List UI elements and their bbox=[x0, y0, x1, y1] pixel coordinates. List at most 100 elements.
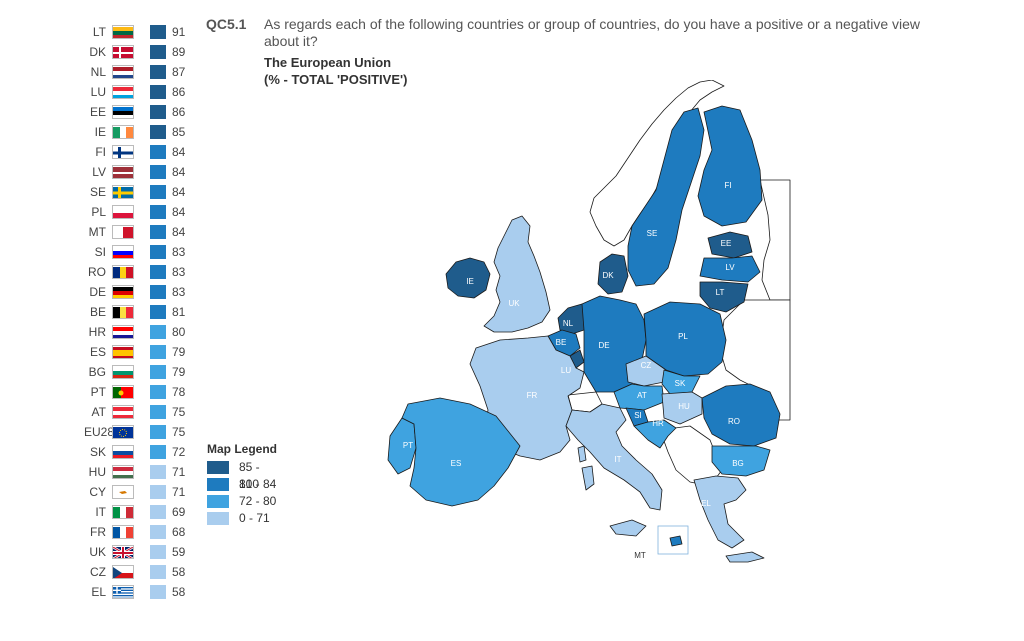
legend-swatch bbox=[207, 512, 229, 525]
legend-title: Map Legend bbox=[207, 442, 278, 456]
country-code: CY bbox=[89, 485, 106, 499]
positive-percent: 58 bbox=[172, 565, 186, 579]
country-code: EL bbox=[91, 585, 106, 599]
value-swatch bbox=[150, 525, 166, 539]
ranking-row-ee: EE 86 bbox=[84, 102, 194, 122]
country-code: SE bbox=[89, 185, 106, 199]
legend-item: 0 - 71 bbox=[207, 510, 277, 527]
flag-icon bbox=[112, 385, 134, 399]
positive-percent: 91 bbox=[172, 25, 186, 39]
map-label-lt: LT bbox=[716, 288, 725, 297]
positive-percent: 69 bbox=[172, 505, 186, 519]
map-label-lv: LV bbox=[725, 263, 735, 272]
flag-icon bbox=[112, 305, 134, 319]
legend-label: 81 - 84 bbox=[239, 477, 277, 491]
country-code: AT bbox=[91, 405, 106, 419]
map-label-ie: IE bbox=[466, 277, 474, 286]
map-label-pl: PL bbox=[678, 332, 688, 341]
flag-icon bbox=[112, 585, 134, 599]
flag-icon bbox=[112, 145, 134, 159]
region-crete bbox=[725, 551, 765, 563]
ranking-row-fi: FI 84 bbox=[84, 142, 194, 162]
region-italy bbox=[565, 403, 663, 511]
legend-label: 72 - 80 bbox=[239, 494, 277, 508]
region-denmark bbox=[597, 253, 629, 295]
country-code: FR bbox=[90, 525, 106, 539]
flag-icon bbox=[112, 285, 134, 299]
flag-icon bbox=[112, 245, 134, 259]
value-swatch bbox=[150, 425, 166, 439]
country-code: HU bbox=[88, 465, 106, 479]
country-code: HR bbox=[88, 325, 106, 339]
country-code: PT bbox=[90, 385, 106, 399]
map-label-hu: HU bbox=[678, 402, 690, 411]
country-code: UK bbox=[89, 545, 106, 559]
region-poland bbox=[643, 301, 727, 377]
region-hungary bbox=[661, 391, 703, 425]
region-finland bbox=[697, 105, 763, 227]
country-code: SK bbox=[89, 445, 106, 459]
ranking-row-ie: IE 85 bbox=[84, 122, 194, 142]
positive-percent: 86 bbox=[172, 105, 186, 119]
question-code: QC5.1 bbox=[206, 16, 247, 32]
region-spain bbox=[401, 397, 521, 507]
map-unit: (% - TOTAL 'POSITIVE') bbox=[264, 72, 408, 87]
region-greece bbox=[693, 475, 747, 549]
value-swatch bbox=[150, 185, 166, 199]
map-label-lu: LU bbox=[561, 366, 571, 375]
ranking-row-lu: LU 86 bbox=[84, 82, 194, 102]
value-swatch bbox=[150, 285, 166, 299]
country-code: FI bbox=[95, 145, 106, 159]
positive-percent: 84 bbox=[172, 185, 186, 199]
positive-percent: 86 bbox=[172, 85, 186, 99]
ranking-row-hr: HR 80 bbox=[84, 322, 194, 342]
positive-percent: 72 bbox=[172, 445, 186, 459]
value-swatch bbox=[150, 165, 166, 179]
region-corsica bbox=[577, 445, 587, 463]
region-ireland bbox=[445, 257, 491, 299]
ranking-row-mt: MT 84 bbox=[84, 222, 194, 242]
flag-icon bbox=[112, 545, 134, 559]
value-swatch bbox=[150, 485, 166, 499]
value-swatch bbox=[150, 25, 166, 39]
flag-icon bbox=[112, 105, 134, 119]
map-label-cz: CZ bbox=[641, 361, 652, 370]
region-malta bbox=[669, 535, 683, 547]
flag-icon bbox=[112, 365, 134, 379]
flag-icon bbox=[112, 225, 134, 239]
region-sweden bbox=[627, 107, 705, 287]
ranking-row-pt: PT 78 bbox=[84, 382, 194, 402]
region-united-kingdom bbox=[483, 215, 551, 333]
legend-swatch bbox=[207, 461, 229, 474]
region-latvia bbox=[699, 255, 761, 283]
map-label-fi: FI bbox=[724, 181, 731, 190]
country-code: IE bbox=[94, 125, 106, 139]
ranking-row-cz: CZ 58 bbox=[84, 562, 194, 582]
value-swatch bbox=[150, 85, 166, 99]
map-regions bbox=[387, 80, 791, 563]
positive-percent: 71 bbox=[172, 485, 186, 499]
map-label-dk: DK bbox=[602, 271, 614, 280]
legend-swatch bbox=[207, 478, 229, 491]
flag-icon bbox=[112, 265, 134, 279]
map-label-sk: SK bbox=[675, 379, 686, 388]
positive-percent: 79 bbox=[172, 345, 186, 359]
positive-percent: 58 bbox=[172, 585, 186, 599]
flag-icon bbox=[112, 445, 134, 459]
flag-icon bbox=[112, 505, 134, 519]
region-estonia bbox=[707, 231, 753, 259]
flag-icon bbox=[112, 125, 134, 139]
ranking-row-nl: NL 87 bbox=[84, 62, 194, 82]
positive-percent: 80 bbox=[172, 325, 186, 339]
positive-percent: 84 bbox=[172, 205, 186, 219]
value-swatch bbox=[150, 65, 166, 79]
map-label-at: AT bbox=[637, 391, 647, 400]
positive-percent: 83 bbox=[172, 245, 186, 259]
map-label-si: SI bbox=[634, 411, 642, 420]
country-code: DK bbox=[89, 45, 106, 59]
map-legend: Map Legend 85 - 100 81 - 84 72 - 80 0 - … bbox=[207, 442, 277, 527]
region-russia-east bbox=[759, 179, 791, 301]
value-swatch bbox=[150, 565, 166, 579]
country-code: MT bbox=[88, 225, 106, 239]
legend-swatch bbox=[207, 495, 229, 508]
